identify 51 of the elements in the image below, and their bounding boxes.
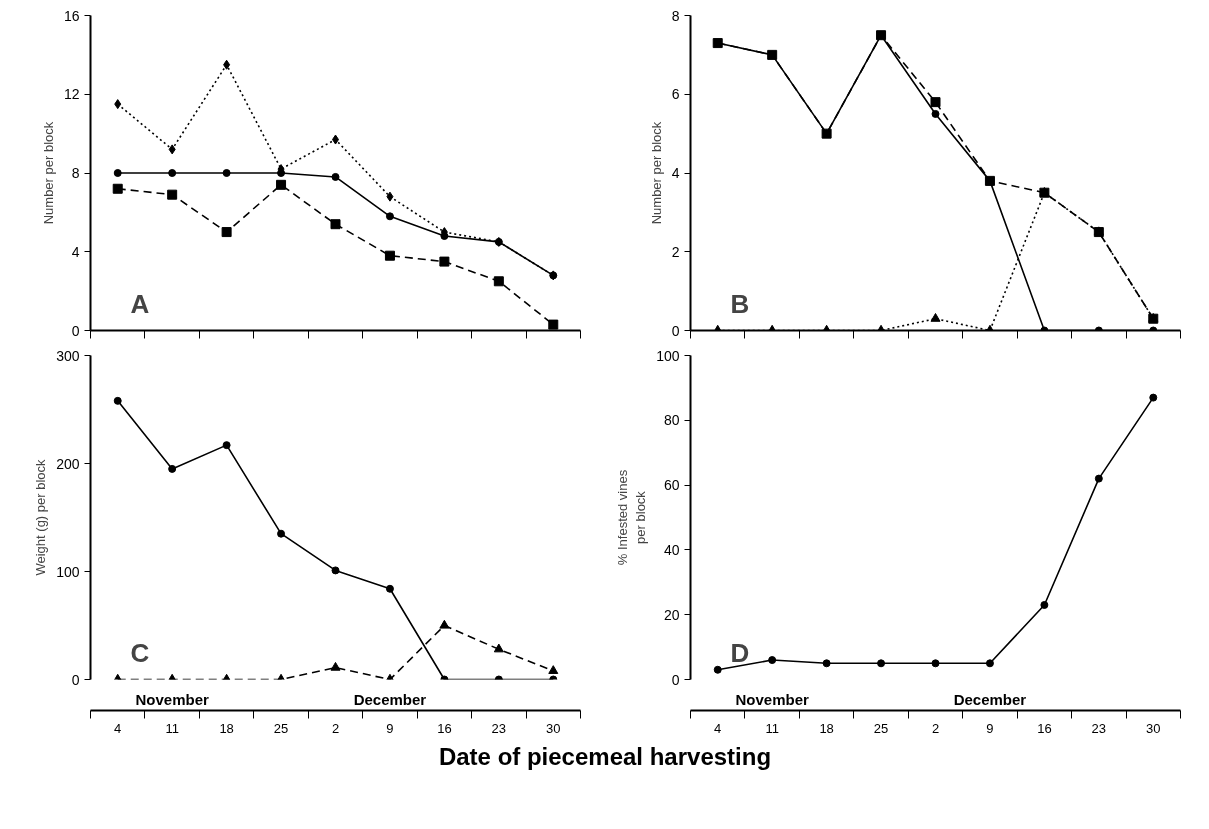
x-tick-label: 25 (873, 720, 889, 736)
y-tick-label: 100 (56, 563, 80, 580)
x-tick-label: 16 (1037, 720, 1052, 736)
y-tick-label: 60 (663, 477, 680, 494)
y-axis-title: % Infested vines per block (615, 469, 649, 566)
y-tick-label: 2 (671, 243, 680, 260)
y-axis-title: Weight (g) per block (33, 458, 49, 576)
text: December (353, 690, 427, 708)
x-tick-label: 30 (1146, 720, 1161, 736)
y-tick-label: 12 (63, 86, 80, 103)
y-tick-label: 0 (71, 671, 80, 688)
y-tick-label: 16 (63, 7, 80, 24)
x-tick-label: 11 (765, 720, 779, 736)
y-tick-label: 0 (71, 322, 80, 339)
x-tick-label: 18 (819, 720, 834, 736)
x-tick-label: 30 (546, 720, 561, 736)
x-tick-label: 4 (714, 720, 722, 736)
y-tick-label: 4 (671, 165, 680, 181)
x-tick-label: 18 (219, 720, 234, 736)
y-tick-label: 40 (663, 541, 680, 558)
y-tick-label: 6 (671, 86, 680, 103)
y-axis-title: Number per block (648, 121, 664, 225)
x-tick-label: 23 (1091, 720, 1107, 736)
x-axis-title: Date of piecemeal harvesting (438, 742, 772, 772)
y-tick-label: 4 (71, 243, 80, 260)
y-tick-label: 8 (671, 7, 680, 24)
text: November (135, 690, 210, 708)
x-tick-label: 16 (437, 720, 452, 736)
annotation: C (130, 637, 150, 668)
x-tick-label: 4 (114, 720, 122, 736)
annotation: B (730, 288, 750, 319)
text: December (953, 690, 1027, 708)
x-tick-label: 9 (986, 720, 994, 736)
text: November (735, 690, 810, 708)
y-tick-label: 100 (656, 347, 680, 364)
annotation: A (130, 288, 150, 319)
y-tick-label: 80 (663, 412, 680, 429)
annotation: D (730, 637, 750, 668)
y-tick-label: 0 (671, 671, 680, 688)
x-tick-label: 23 (491, 720, 507, 736)
x-tick-label: 9 (386, 720, 394, 736)
y-tick-label: 0 (671, 322, 680, 339)
y-tick-label: 20 (663, 606, 680, 623)
y-axis-title: Number per block (40, 121, 56, 225)
y-tick-label: 200 (56, 455, 80, 472)
y-tick-label: 300 (56, 347, 80, 364)
x-tick-label: 2 (331, 720, 340, 736)
x-tick-label: 25 (273, 720, 289, 736)
y-tick-label: 8 (71, 165, 80, 181)
x-tick-label: 2 (931, 720, 940, 736)
x-tick-label: 11 (165, 720, 179, 736)
